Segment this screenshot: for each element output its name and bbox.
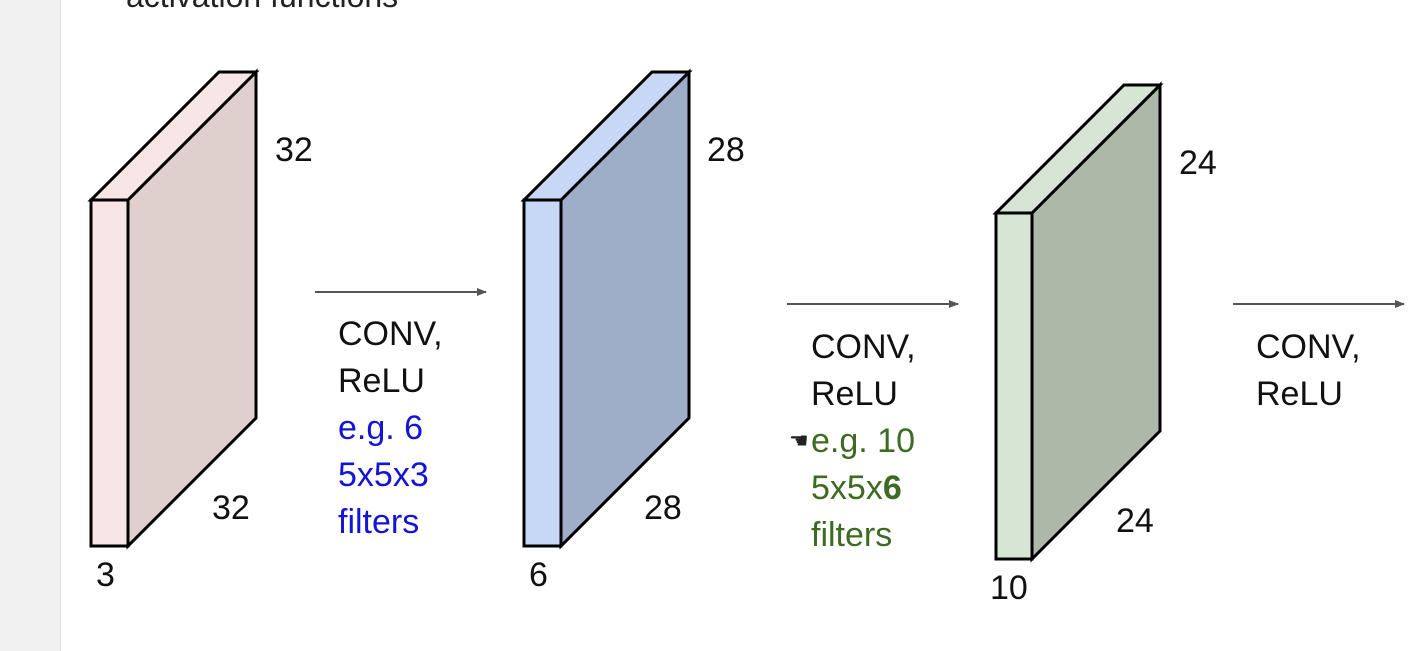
operation-2-activation: ReLU [811,375,898,413]
operation-2-label: CONV, ReLU e.g. 10 5x5x6 filters [811,324,916,559]
operation-3-activation: ReLU [1256,375,1343,413]
operation-1-filters-word: filters [338,503,420,541]
volume-input-height-label: 32 [275,131,313,169]
operation-2-filter-size-bold: 6 [882,469,902,507]
left-gutter [0,0,61,651]
operation-1-label: CONV, ReLU e.g. 6 5x5x3 filters [338,311,443,546]
volume-conv2 [992,81,1164,563]
volume-conv1-width-label: 28 [644,489,682,527]
operation-1-activation: ReLU [338,362,425,400]
slide-heading: activation functions [126,0,398,15]
hand-pointer-icon: ☚ [789,428,809,453]
operation-1-filter-size-text: 5x5x3 [338,456,429,494]
volume-conv1-depth-label: 6 [529,556,548,594]
operation-3-type: CONV, [1256,328,1361,366]
volume-conv1 [520,68,693,550]
volume-conv2-front [994,211,1034,561]
operation-2-filter-size-text: 5x5x [811,469,883,507]
volume-conv2-height-label: 24 [1179,144,1217,182]
operation-2-type: CONV, [811,328,916,366]
operation-1-filter-count: e.g. 6 [338,409,424,447]
volume-conv1-front [522,198,563,548]
operation-2-filter-size: 5x5x6 [811,465,916,512]
volume-conv2-width-label: 24 [1116,502,1154,540]
operation-2-filter-count: e.g. 10 [811,422,915,460]
operation-1-filter-size: 5x5x3 [338,452,443,499]
operation-3-label: CONV, ReLU [1256,324,1361,418]
operation-2-filters-word: filters [811,516,893,554]
volume-input-front [89,198,130,548]
operation-1-type: CONV, [338,315,443,353]
volume-input [87,68,260,550]
volume-conv2-depth-label: 10 [990,569,1028,607]
volume-input-width-label: 32 [212,489,250,527]
volume-conv1-height-label: 28 [707,131,745,169]
volume-input-depth-label: 3 [96,556,115,594]
